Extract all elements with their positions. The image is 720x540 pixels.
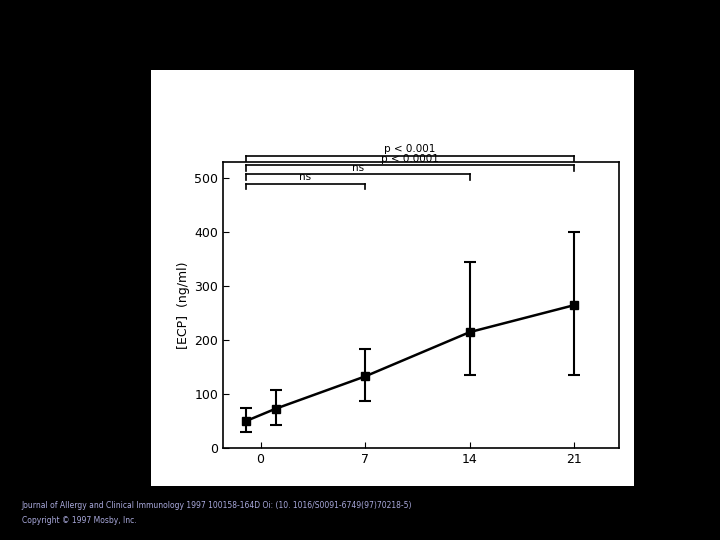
Text: Copyright © 1997 Mosby, Inc.: Copyright © 1997 Mosby, Inc. [22, 516, 136, 525]
Text: p < 0.001: p < 0.001 [384, 144, 436, 154]
Text: days after beginning of season: days after beginning of season [331, 510, 504, 521]
Text: p < 0.0001: p < 0.0001 [381, 153, 439, 164]
Text: preseasonal: preseasonal [212, 510, 279, 521]
Text: Fig. 5: Fig. 5 [340, 19, 380, 34]
Text: ns: ns [351, 163, 364, 173]
Text: Journal of Allergy and Clinical Immunology 1997 100158-164D Oi: (10. 1016/S0091-: Journal of Allergy and Clinical Immunolo… [22, 501, 412, 510]
Text: ns: ns [300, 172, 312, 182]
Y-axis label: [ECP]  (ng/ml): [ECP] (ng/ml) [177, 261, 190, 349]
